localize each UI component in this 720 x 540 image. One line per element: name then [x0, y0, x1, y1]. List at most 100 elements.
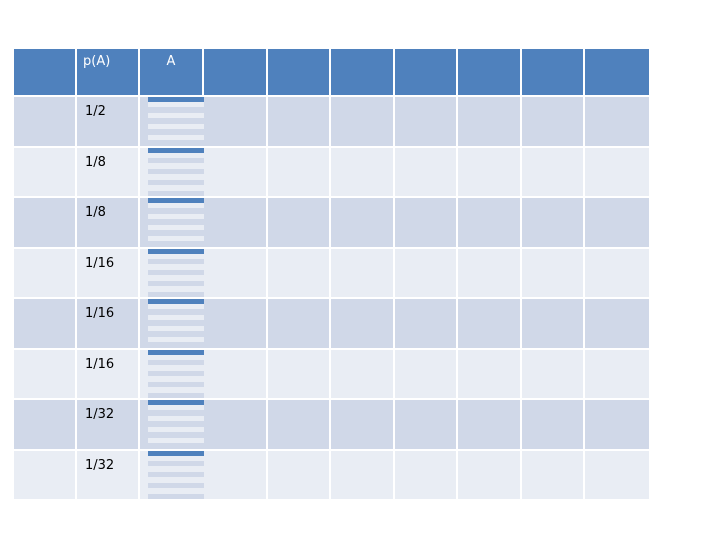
empty-cell [267, 198, 331, 249]
mini-table-row [148, 370, 204, 377]
empty-cell [331, 147, 395, 198]
empty-cell [267, 299, 331, 350]
mini-table-row [148, 190, 204, 196]
embedded-mini-table [148, 450, 204, 499]
empty-cell [585, 248, 649, 299]
mini-table-row [148, 437, 204, 444]
empty-cell [585, 147, 649, 198]
embedded-mini-table [148, 147, 204, 196]
header-cell-7 [458, 49, 522, 97]
probability-cell: 1/32 [77, 400, 140, 451]
row-label-cell [14, 349, 77, 400]
mini-table-row [148, 185, 204, 191]
mini-table-row [148, 241, 204, 247]
mini-table-row [148, 410, 204, 416]
empty-cell [521, 349, 585, 400]
embedded-mini-table [148, 248, 204, 297]
mini-table-header [148, 400, 204, 405]
row-label-cell [14, 400, 77, 451]
mini-table-row [148, 163, 204, 169]
empty-cell [204, 147, 268, 198]
mini-table-row [148, 477, 204, 483]
empty-cell [267, 147, 331, 198]
mini-table-row [148, 213, 204, 220]
header-cell-6 [394, 49, 458, 97]
mini-table-row [148, 102, 204, 108]
table-row: 1/16 [14, 248, 712, 299]
mini-table-header [148, 349, 204, 355]
mini-table-row [148, 157, 204, 164]
mini-table-row [148, 140, 204, 146]
empty-cell [204, 400, 268, 451]
table-row: 1/2 [14, 97, 712, 148]
a-cell [140, 97, 204, 148]
empty-cell [521, 248, 585, 299]
empty-cell [521, 299, 585, 350]
empty-cell [204, 450, 268, 501]
mini-table-header [148, 248, 204, 254]
header-cell-3 [204, 49, 268, 97]
embedded-mini-table [148, 349, 204, 398]
empty-cell [585, 97, 649, 148]
probability-value: 1/8 [85, 205, 106, 220]
mini-table-header [148, 450, 204, 456]
embedded-mini-table [148, 299, 204, 348]
a-cell [140, 198, 204, 249]
mini-table-row [148, 258, 204, 265]
empty-cell [394, 299, 458, 350]
empty-cell [458, 450, 522, 501]
probability-cell: 1/32 [77, 450, 140, 501]
mini-table-row [148, 432, 204, 438]
empty-cell [585, 198, 649, 249]
row-label-cell [14, 97, 77, 148]
header-cell-5 [331, 49, 395, 97]
mini-table-row [148, 286, 204, 292]
header-a-label: A [166, 54, 176, 69]
table-row: 1/8 [14, 198, 712, 249]
a-cell [140, 299, 204, 350]
empty-cell [267, 248, 331, 299]
mini-table-row [148, 179, 204, 186]
empty-cell [267, 450, 331, 501]
empty-cell [331, 299, 395, 350]
mini-table-header [148, 198, 204, 203]
empty-cell [458, 400, 522, 451]
mini-table-row [148, 168, 204, 175]
empty-cell [521, 198, 585, 249]
empty-cell [331, 400, 395, 451]
mini-table-row [148, 342, 204, 348]
embedded-mini-table [148, 400, 204, 449]
mini-table-row [148, 426, 204, 433]
probability-value: 1/32 [85, 407, 115, 422]
mini-table-row [148, 392, 204, 398]
mini-table-row [148, 455, 204, 461]
mini-table-row [148, 471, 204, 478]
mini-table-row [148, 174, 204, 180]
table-header-row: p(A) A [14, 49, 712, 97]
embedded-mini-table [148, 198, 204, 247]
probability-value: 1/2 [85, 104, 106, 119]
empty-cell [458, 349, 522, 400]
empty-cell [394, 147, 458, 198]
table-row: 1/16 [14, 349, 712, 400]
empty-cell [458, 97, 522, 148]
header-cell-a: A [140, 49, 204, 97]
row-label-cell [14, 450, 77, 501]
empty-cell [394, 400, 458, 451]
mini-table-row [148, 224, 204, 231]
mini-table-row [148, 112, 204, 119]
empty-cell [521, 450, 585, 501]
a-cell [140, 450, 204, 501]
empty-cell [521, 97, 585, 148]
mini-table-row [148, 123, 204, 130]
empty-cell [204, 248, 268, 299]
empty-cell [204, 299, 268, 350]
row-label-cell [14, 147, 77, 198]
mini-table-row [148, 129, 204, 135]
empty-cell [331, 450, 395, 501]
mini-table-row [148, 365, 204, 371]
empty-cell [204, 198, 268, 249]
empty-cell [331, 198, 395, 249]
empty-cell [521, 147, 585, 198]
header-cell-0 [14, 49, 77, 97]
